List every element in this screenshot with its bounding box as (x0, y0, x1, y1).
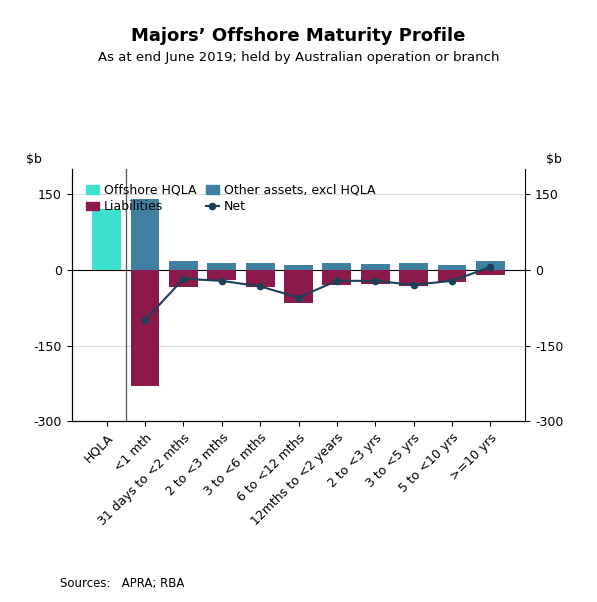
Bar (169, 261, 198, 270)
Bar (438, 265, 466, 270)
Bar (284, 270, 313, 303)
Bar (361, 270, 390, 284)
Bar (207, 270, 236, 280)
Bar (322, 263, 351, 270)
Bar (476, 270, 504, 275)
Bar (131, 199, 159, 270)
Bar (399, 270, 428, 287)
Text: Majors’ Offshore Maturity Profile: Majors’ Offshore Maturity Profile (131, 27, 466, 45)
Bar (361, 264, 390, 270)
Legend: Offshore HQLA, Liabilities, Other assets, excl HQLA, Net: Offshore HQLA, Liabilities, Other assets… (82, 180, 379, 217)
Text: As at end June 2019; held by Australian operation or branch: As at end June 2019; held by Australian … (98, 51, 499, 64)
Text: Sources:   APRA; RBA: Sources: APRA; RBA (60, 577, 184, 590)
Bar (246, 263, 275, 270)
Bar (399, 263, 428, 270)
Bar (246, 270, 275, 287)
Text: $b: $b (26, 153, 42, 166)
Bar (169, 270, 198, 287)
Bar (131, 270, 159, 386)
Bar (476, 261, 504, 270)
Bar (207, 263, 236, 270)
Text: $b: $b (546, 153, 562, 166)
Bar (322, 270, 351, 285)
Bar (284, 265, 313, 270)
Bar (438, 270, 466, 282)
Bar (93, 209, 121, 270)
